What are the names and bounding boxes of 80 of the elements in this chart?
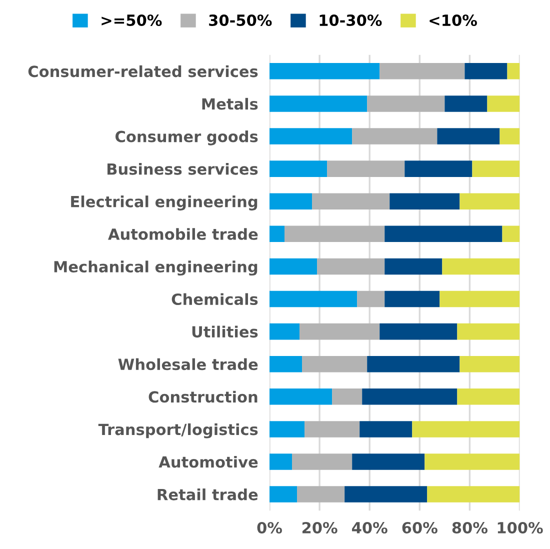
legend-label: 10-30% [320, 14, 382, 26]
bar [304, 421, 360, 438]
bar [457, 388, 520, 405]
bar [362, 388, 458, 405]
bar [302, 356, 368, 372]
bar [352, 128, 438, 144]
y-tick-label: Wholesale trade [118, 358, 258, 370]
bar [380, 63, 465, 80]
bar [270, 160, 328, 177]
y-tick-label: Utilities [192, 326, 258, 338]
bar [332, 388, 362, 405]
bar [384, 226, 502, 242]
bar [442, 258, 520, 275]
bar [270, 486, 298, 502]
y-tick-label: Consumer-related services [28, 65, 258, 78]
bar [487, 96, 520, 112]
legend-label: <10% [430, 14, 477, 26]
bar [270, 388, 332, 405]
y-tick-label: Construction [148, 390, 258, 403]
y-tick-label: Chemicals [172, 293, 258, 306]
bar [270, 96, 368, 112]
bar [384, 258, 442, 275]
bar [427, 486, 520, 502]
bar [460, 193, 520, 210]
y-tick-label: Retail trade [158, 488, 258, 500]
bar [437, 128, 500, 144]
bar [360, 421, 412, 438]
bar [344, 486, 428, 502]
bar [327, 160, 405, 177]
bar [300, 323, 380, 340]
legend-label: 30-50% [209, 14, 272, 26]
bar [380, 323, 458, 340]
y-tick-label: Automotive [158, 456, 258, 468]
y-tick-label: Business services [108, 163, 258, 175]
bar [270, 258, 318, 275]
bar [424, 454, 520, 470]
bar [367, 96, 445, 112]
x-tick-label: 80% [452, 522, 488, 534]
bar [412, 421, 520, 438]
bar [404, 160, 472, 177]
x-tick-label: 60% [402, 522, 438, 534]
bar [390, 193, 460, 210]
y-tick-label: Transport/logistics [98, 423, 258, 438]
legend-label: >=50% [102, 14, 162, 26]
bar [464, 63, 508, 80]
bar [297, 486, 345, 502]
bar [270, 193, 312, 210]
bar [357, 290, 385, 308]
x-tick-label: 0% [257, 522, 282, 534]
bar [270, 421, 305, 438]
x-tick-label: 40% [352, 522, 388, 534]
y-tick-label: Electrical engineering [71, 196, 258, 210]
bar [384, 290, 440, 308]
bar [500, 128, 520, 144]
x-tick-label: 100% [498, 522, 543, 534]
bar [440, 290, 520, 308]
bar [444, 96, 488, 112]
bar [472, 160, 520, 177]
bar [507, 63, 520, 80]
y-tick-label: Metals [202, 98, 258, 110]
bar [460, 356, 520, 372]
bar [352, 454, 425, 470]
bar [270, 226, 285, 242]
bar [270, 128, 352, 144]
bar [367, 356, 460, 372]
bar [312, 193, 390, 210]
bar [317, 258, 385, 275]
bar [292, 454, 352, 470]
bar [270, 63, 380, 80]
bar [270, 454, 292, 470]
bar [457, 323, 520, 340]
bar [284, 226, 385, 242]
x-tick-label: 20% [302, 522, 338, 534]
bar [502, 226, 520, 242]
bar [270, 290, 358, 308]
y-tick-label: Automobile trade [108, 228, 258, 240]
bar [270, 356, 302, 372]
y-tick-label: Consumer goods [116, 130, 258, 146]
bar [270, 323, 300, 340]
y-tick-label: Mechanical engineering [54, 260, 258, 276]
